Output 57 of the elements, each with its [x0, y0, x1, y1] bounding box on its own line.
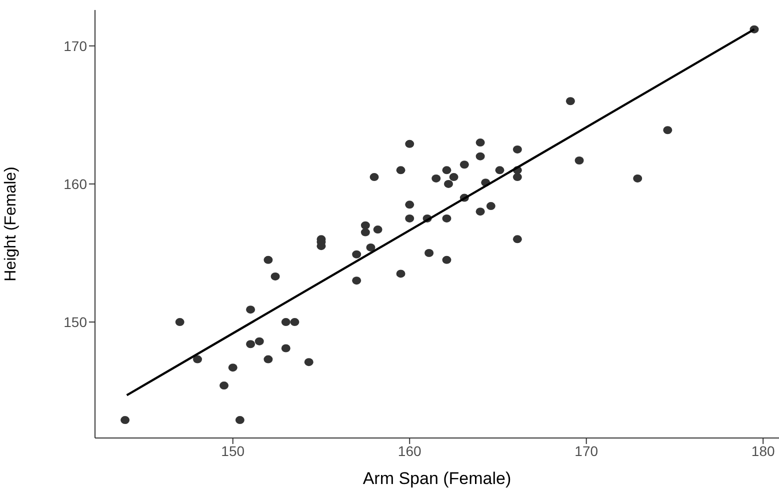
x-axis-title: Arm Span (Female): [362, 469, 512, 488]
point: [120, 416, 130, 424]
point: [405, 200, 414, 209]
point: [281, 318, 290, 326]
point: [476, 138, 485, 147]
point: [396, 270, 406, 278]
point: [396, 166, 406, 174]
x-tick-label: 160: [398, 442, 422, 459]
point: [360, 228, 370, 236]
point: [254, 337, 264, 346]
point: [566, 97, 575, 106]
point: [574, 156, 584, 164]
point: [228, 364, 238, 372]
point: [476, 208, 485, 216]
point: [512, 145, 522, 154]
x-tick-label: 170: [574, 442, 598, 459]
y-tick-label: 150: [64, 314, 88, 330]
point: [290, 318, 300, 326]
point: [512, 235, 522, 244]
point: [432, 174, 441, 182]
point: [476, 152, 485, 160]
point: [352, 276, 362, 285]
point: [373, 226, 382, 234]
point: [264, 256, 273, 264]
point: [270, 272, 280, 280]
point: [460, 160, 469, 169]
point: [175, 318, 184, 326]
point: [442, 214, 452, 222]
y-tick-label: 160: [64, 176, 88, 192]
point: [442, 256, 452, 264]
point: [220, 382, 229, 390]
point: [193, 355, 202, 364]
point: [444, 180, 453, 188]
point: [281, 344, 290, 352]
point: [442, 166, 452, 174]
point: [449, 173, 458, 182]
point: [405, 214, 414, 222]
point: [405, 140, 414, 148]
y-axis-title: Height (Female): [2, 166, 20, 282]
y-tick-label: 170: [64, 38, 88, 54]
point: [246, 306, 256, 314]
x-tick-label: 180: [751, 442, 775, 459]
point: [495, 166, 504, 174]
point: [486, 202, 496, 210]
point: [663, 126, 672, 134]
point: [370, 173, 379, 182]
point: [352, 250, 362, 258]
point: [366, 243, 376, 252]
point: [304, 358, 314, 366]
point: [512, 173, 522, 182]
point: [424, 248, 434, 257]
point: [246, 340, 256, 348]
x-tick-label: 150: [221, 442, 245, 459]
point: [633, 174, 642, 182]
point: [264, 355, 273, 364]
point: [360, 221, 370, 230]
point: [235, 416, 244, 424]
